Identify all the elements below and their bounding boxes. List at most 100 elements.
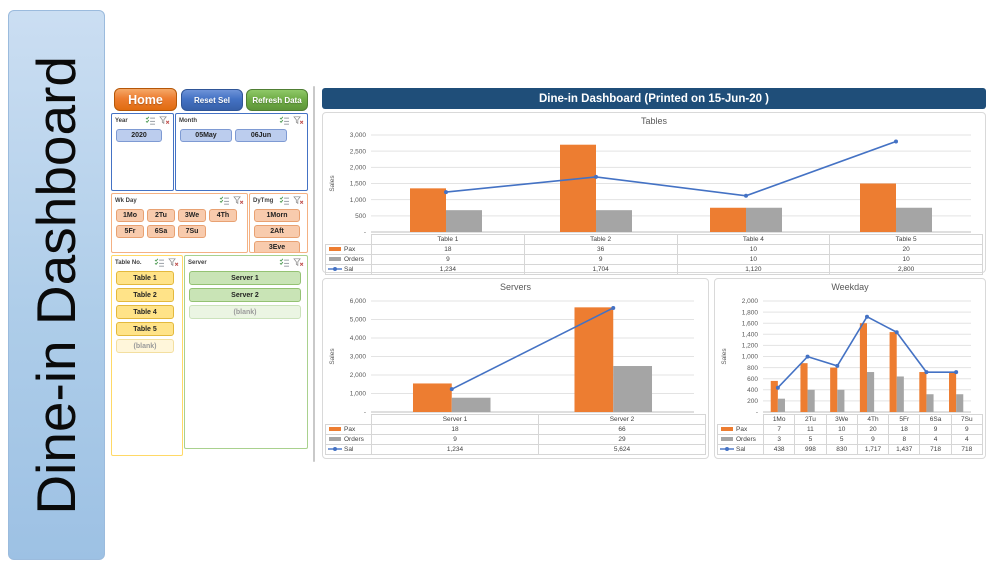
chart-panel-servers: Servers - 1,000 2,000 3,000 4,000 5,000 6,000 S… <box>322 278 709 459</box>
slicer-item-table-5[interactable]: Table 5 <box>116 322 174 336</box>
slicer-header: Server <box>185 256 307 268</box>
value-cell: 20 <box>856 424 890 435</box>
multi-select-icon[interactable] <box>219 196 230 205</box>
slicer-caption-tableno: Table No. <box>115 259 142 266</box>
value-cell: 29 <box>538 434 706 445</box>
svg-text:Sales: Sales <box>329 175 336 192</box>
value-cell: 9 <box>856 434 890 445</box>
slicer-items: Server 1 Server 2 (blank) <box>185 268 307 322</box>
refresh-data-button[interactable]: Refresh Data <box>246 89 308 111</box>
clear-filter-icon[interactable] <box>293 196 304 205</box>
slicer-table-no: Table No. Table 1 Table 2 Table 4 Table 5 (b… <box>111 255 183 456</box>
clear-filter-icon[interactable] <box>168 258 179 267</box>
svg-text:1,500: 1,500 <box>350 181 367 188</box>
clear-filter-icon[interactable] <box>233 196 244 205</box>
category-label: Table 2 <box>523 234 678 245</box>
table-row: Sal 438 998 830 1,717 1,437 718 718 <box>717 444 984 455</box>
slicer-item-server-1[interactable]: Server 1 <box>189 271 301 285</box>
reset-selection-button[interactable]: Reset Sel <box>181 89 243 111</box>
slicer-year: Year 2020 <box>111 113 174 191</box>
legend-swatch-bar <box>721 427 733 432</box>
clear-filter-icon[interactable] <box>293 258 304 267</box>
chart-data-table-tables: Table 1 Table 2 Table 4 Table 5 Pax 18 36 10 20 O… <box>325 234 983 275</box>
legend-swatch-bar <box>329 427 341 432</box>
chart-title-tables: Tables <box>640 116 667 126</box>
value-cell: 1,704 <box>523 264 678 275</box>
slicer-item-table-4[interactable]: Table 4 <box>116 305 174 319</box>
svg-text:4,000: 4,000 <box>350 335 367 342</box>
table-row: Orders 3 5 5 9 8 4 4 <box>717 434 984 445</box>
chart-data-table-servers: Server 1 Server 2 Pax 18 66 Orders 9 29 Sal 1,234… <box>325 414 706 455</box>
legend-sal: Sal <box>717 444 764 455</box>
value-cell: 438 <box>762 444 796 455</box>
slicer-item-3we[interactable]: 3We <box>178 209 206 222</box>
legend-pax: Pax <box>325 424 372 435</box>
slicer-header: Month <box>176 114 307 126</box>
table-row: Pax 18 36 10 20 <box>325 244 983 255</box>
slicer-item-table-2[interactable]: Table 2 <box>116 288 174 302</box>
slicer-item-2020[interactable]: 2020 <box>116 129 162 142</box>
table-corner-cell <box>325 414 372 425</box>
slicer-item-server-2[interactable]: Server 2 <box>189 288 301 302</box>
table-row: Orders 9 9 10 10 <box>325 254 983 265</box>
vertical-title: Dine-in Dashboard <box>25 55 87 515</box>
table-row: Pax 7 11 10 20 18 9 9 <box>717 424 984 435</box>
slicer-item-06jun[interactable]: 06Jun <box>235 129 287 142</box>
multi-select-icon[interactable] <box>145 116 156 125</box>
slicer-item-4th[interactable]: 4Th <box>209 209 237 222</box>
svg-text:200: 200 <box>747 398 758 405</box>
slicer-item-05may[interactable]: 05May <box>180 129 232 142</box>
slicer-header: Wk Day <box>112 194 247 206</box>
table-row: Sal 1,234 5,624 <box>325 444 706 455</box>
slicer-header: Year <box>112 114 173 126</box>
value-cell: 830 <box>825 444 858 455</box>
slicer-item-7su[interactable]: 7Su <box>178 225 206 238</box>
value-cell: 4 <box>919 434 952 445</box>
dashboard-header: Dine-in Dashboard (Printed on 15-Jun-20 … <box>322 88 986 109</box>
value-cell: 1,717 <box>856 444 890 455</box>
slicer-item-blank[interactable]: (blank) <box>189 305 301 319</box>
legend-swatch-line <box>328 447 342 452</box>
slicer-item-2aft[interactable]: 2Aft <box>254 225 300 238</box>
legend-sal: Sal <box>325 264 372 275</box>
slicer-item-6sa[interactable]: 6Sa <box>147 225 175 238</box>
slicer-item-5fr[interactable]: 5Fr <box>116 225 144 238</box>
multi-select-icon[interactable] <box>154 258 165 267</box>
svg-text:1,600: 1,600 <box>742 320 759 327</box>
value-cell: 4 <box>950 434 984 445</box>
table-row: Pax 18 66 <box>325 424 706 435</box>
legend-orders: Orders <box>717 434 764 445</box>
slicer-item-2tu[interactable]: 2Tu <box>147 209 175 222</box>
category-label: 1Mo <box>762 414 796 425</box>
slicer-items: 1Mo 2Tu 3We 4Th 5Fr 6Sa 7Su <box>112 206 247 241</box>
panel-divider <box>313 86 315 462</box>
table-corner-cell <box>325 234 372 245</box>
svg-text:500: 500 <box>355 213 366 220</box>
clear-filter-icon[interactable] <box>159 116 170 125</box>
multi-select-icon[interactable] <box>279 116 290 125</box>
value-cell: 10 <box>825 424 858 435</box>
svg-text:2,000: 2,000 <box>742 298 759 305</box>
slicer-header: DyTmg <box>250 194 307 206</box>
value-cell: 9 <box>919 424 952 435</box>
slicer-items: 1Morn 2Aft 3Eve <box>250 206 307 252</box>
slicer-item-1morn[interactable]: 1Morn <box>254 209 300 222</box>
slicer-item-table-1[interactable]: Table 1 <box>116 271 174 285</box>
legend-orders: Orders <box>325 254 372 265</box>
value-cell: 36 <box>523 244 678 255</box>
value-cell: 2,800 <box>829 264 983 275</box>
multi-select-icon[interactable] <box>279 258 290 267</box>
legend-swatch-bar <box>329 247 341 252</box>
chart-plot-servers: - 1,000 2,000 3,000 4,000 5,000 6,000 Sales <box>325 294 706 416</box>
value-cell: 718 <box>950 444 984 455</box>
slicer-server: Server Server 1 Server 2 (blank) <box>184 255 308 449</box>
slicer-item-3eve[interactable]: 3Eve <box>254 241 300 252</box>
multi-select-icon[interactable] <box>279 196 290 205</box>
home-button[interactable]: Home <box>114 88 177 111</box>
svg-text:-: - <box>364 409 366 414</box>
chart-panel-weekday: Weekday - 200 400 600 800 1,000 1,200 1,400 1,60… <box>714 278 986 459</box>
slicer-item-1mo[interactable]: 1Mo <box>116 209 144 222</box>
table-corner-cell <box>717 414 764 425</box>
slicer-item-blank[interactable]: (blank) <box>116 339 174 353</box>
clear-filter-icon[interactable] <box>293 116 304 125</box>
